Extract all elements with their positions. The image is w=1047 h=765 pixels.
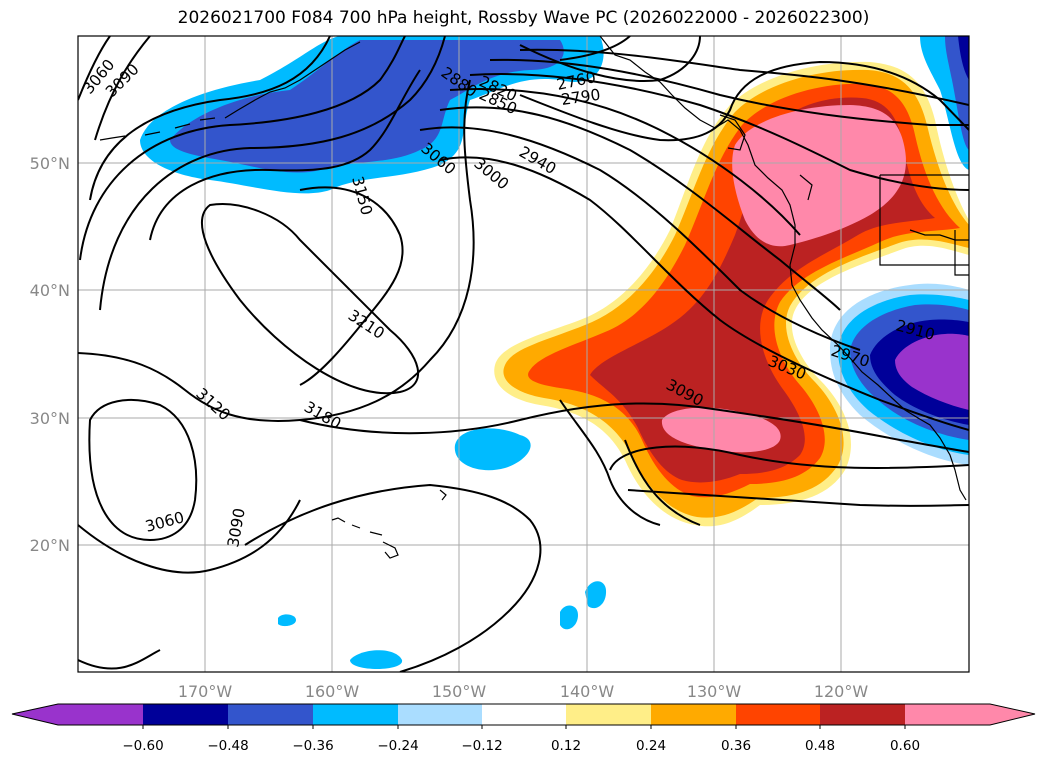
colorbar: −0.60 −0.48 −0.36 −0.24 −0.12 0.12 0.24 … (11, 703, 1036, 754)
lon-label-170w: 170°W (178, 682, 233, 701)
lon-label-160w: 160°W (305, 682, 360, 701)
lat-label-40n: 40°N (30, 281, 70, 300)
lon-label-150w: 150°W (432, 682, 487, 701)
contour-label-2790: 2790 (560, 86, 602, 109)
colorbar-bin-5 (482, 704, 566, 725)
colorbar-bin-9 (820, 704, 905, 725)
lat-label-20n: 20°N (30, 536, 70, 555)
colorbar-bin-1 (143, 704, 228, 725)
lon-label-140w: 140°W (560, 682, 615, 701)
colorbar-tick-1: −0.48 (207, 738, 248, 754)
colorbar-tick-6: 0.24 (636, 738, 666, 754)
colorbar-bin-8 (736, 704, 820, 725)
lon-label-130w: 130°W (687, 682, 742, 701)
colorbar-tick-2: −0.36 (292, 738, 333, 754)
height-contours (78, 36, 969, 672)
map-gridlines (78, 36, 969, 672)
coastlines (99, 36, 969, 559)
lat-label-50n: 50°N (30, 154, 70, 173)
map-border (77, 35, 970, 673)
map-title: 2026021700 F084 700 hPa height, Rossby W… (177, 8, 870, 28)
colorbar-under-arrow (12, 704, 58, 725)
colorbar-bin-0 (58, 704, 143, 725)
colorbar-tick-5: 0.12 (551, 738, 581, 754)
colorbar-tick-0: −0.60 (122, 738, 163, 754)
colorbar-tick-9: 0.60 (890, 738, 920, 754)
colorbar-tick-8: 0.48 (805, 738, 835, 754)
negative-anomaly-small-blobs (278, 428, 607, 669)
colorbar-bin-4 (398, 704, 482, 725)
colorbar-tick-4: −0.12 (461, 738, 502, 754)
colorbar-tick-3: −0.24 (377, 738, 418, 754)
longitude-labels: 170°W 160°W 150°W 140°W 130°W 120°W (178, 682, 869, 701)
negative-anomaly-north (140, 36, 604, 194)
colorbar-over-arrow (990, 704, 1035, 725)
lat-label-30n: 30°N (30, 409, 70, 428)
colorbar-outline (11, 703, 1036, 726)
colorbar-bin-10 (905, 704, 990, 725)
negative-anomaly-northeast (920, 36, 969, 170)
colorbar-bin-3 (313, 704, 398, 725)
map-panel (78, 36, 969, 672)
colorbar-bin-6 (566, 704, 651, 725)
lon-label-120w: 120°W (814, 682, 869, 701)
colorbar-bin-7 (651, 704, 736, 725)
colorbar-bin-2 (228, 704, 313, 725)
colorbar-tick-7: 0.36 (721, 738, 751, 754)
latitude-labels: 50°N 40°N 30°N 20°N (30, 154, 70, 555)
